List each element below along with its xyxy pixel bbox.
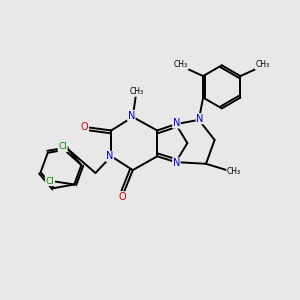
Text: N: N (196, 114, 204, 124)
Text: O: O (119, 192, 127, 202)
Text: N: N (128, 110, 135, 121)
Text: N: N (106, 151, 113, 161)
Text: N: N (173, 118, 180, 128)
Text: Cl: Cl (58, 142, 67, 152)
Text: N: N (173, 158, 180, 168)
Text: CH₃: CH₃ (256, 60, 270, 69)
Text: CH₃: CH₃ (174, 60, 188, 69)
Text: CH₃: CH₃ (227, 167, 241, 176)
Text: CH₃: CH₃ (130, 87, 144, 96)
Text: O: O (81, 122, 88, 132)
Text: Cl: Cl (45, 177, 54, 186)
